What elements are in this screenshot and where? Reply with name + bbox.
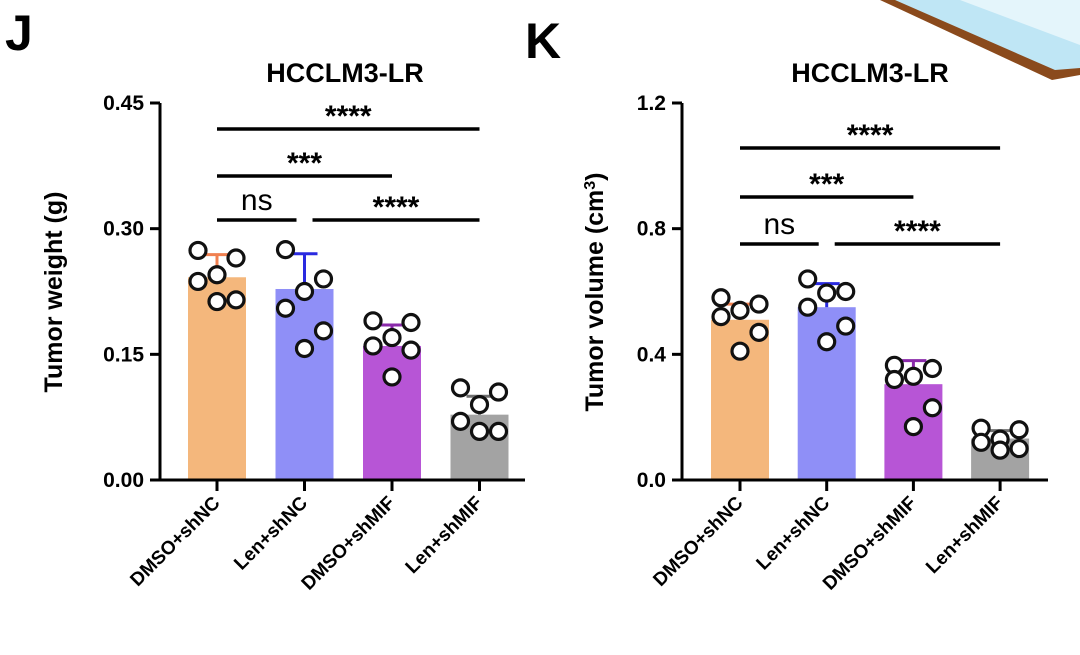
data-point <box>450 378 471 398</box>
bar <box>363 345 421 480</box>
data-point <box>275 298 296 318</box>
data-point <box>382 367 402 387</box>
data-point <box>401 340 421 360</box>
data-point <box>488 421 509 442</box>
data-point <box>450 411 471 431</box>
significance-label: ns <box>764 208 796 241</box>
x-tick-label: Len+shNC <box>230 492 312 574</box>
bar <box>275 288 334 480</box>
significance-label: *** <box>809 168 844 201</box>
chart-title: HCCLM3-LR <box>791 58 948 88</box>
data-point <box>711 288 731 308</box>
data-point <box>401 312 421 333</box>
data-point <box>226 290 246 310</box>
x-tick-label: Len+shMIF <box>922 493 1007 578</box>
significance-label: *** <box>287 147 322 180</box>
x-tick-label: DMSO+shNC <box>126 492 224 590</box>
data-point <box>730 300 750 320</box>
y-tick-label: 0.15 <box>103 343 144 366</box>
data-point <box>922 398 943 418</box>
data-point <box>730 341 750 361</box>
data-point <box>971 432 991 452</box>
corner-graphic <box>880 0 1080 80</box>
y-tick-label: 0.00 <box>103 469 144 492</box>
significance-label: **** <box>847 119 894 152</box>
y-tick-label: 0.8 <box>637 218 667 241</box>
panel-j: J HCCLM3-LR Tumor weight (g) 0.00 0.15 0.30 0.… <box>5 5 525 594</box>
panel-k: K HCCLM3-LR Tumor volume (cm3) 0.0 0.4 0.8 1.2… <box>525 13 1048 594</box>
data-point <box>294 281 315 302</box>
y-axis-label: Tumor weight (g) <box>40 192 68 393</box>
data-point <box>990 440 1010 460</box>
y-tick-label: 0.0 <box>637 469 666 492</box>
data-point <box>903 416 924 437</box>
data-point <box>749 322 769 342</box>
data-point <box>817 283 837 303</box>
data-point <box>313 269 334 289</box>
data-point <box>1009 420 1029 440</box>
data-point <box>817 332 837 352</box>
data-point <box>207 291 227 312</box>
data-point <box>1009 438 1029 459</box>
significance-label: **** <box>373 191 420 224</box>
chart-title: HCCLM3-LR <box>266 58 423 88</box>
x-tick-label: DMSO+shMIF <box>819 493 921 595</box>
data-point <box>469 395 490 415</box>
y-tick-label: 0.4 <box>637 343 667 366</box>
data-point <box>903 366 924 386</box>
data-point <box>488 382 509 402</box>
x-tick-label: Len+shNC <box>753 492 835 574</box>
x-tick-label: Len+shMIF <box>402 493 487 578</box>
data-point <box>275 240 296 260</box>
y-tick-label: 1.2 <box>637 92 666 115</box>
y-tick-label: 0.30 <box>103 218 144 241</box>
data-point <box>711 307 731 327</box>
significance-label: **** <box>325 100 372 133</box>
data-point <box>798 269 818 289</box>
data-point <box>363 336 383 356</box>
data-point <box>363 311 383 331</box>
data-point <box>469 421 490 442</box>
data-point <box>836 316 856 336</box>
panel-letter: J <box>5 5 33 61</box>
data-point <box>749 294 769 314</box>
data-point <box>226 248 246 268</box>
x-tick-label: DMSO+shNC <box>649 492 747 590</box>
data-point <box>294 338 315 359</box>
x-tick-label: DMSO+shMIF <box>298 493 400 595</box>
panel-letter: K <box>525 13 561 69</box>
y-axis-label: Tumor volume (cm3) <box>581 172 609 411</box>
data-point <box>382 327 402 348</box>
significance-label: **** <box>894 215 941 248</box>
significance-label: ns <box>241 184 273 217</box>
y-tick-label: 0.45 <box>103 92 144 115</box>
data-point <box>836 281 856 302</box>
data-point <box>207 265 227 285</box>
data-point <box>188 271 208 292</box>
data-point <box>313 321 334 341</box>
data-point <box>884 369 905 390</box>
data-point <box>188 240 208 261</box>
data-point <box>922 358 943 379</box>
data-point <box>798 297 818 317</box>
